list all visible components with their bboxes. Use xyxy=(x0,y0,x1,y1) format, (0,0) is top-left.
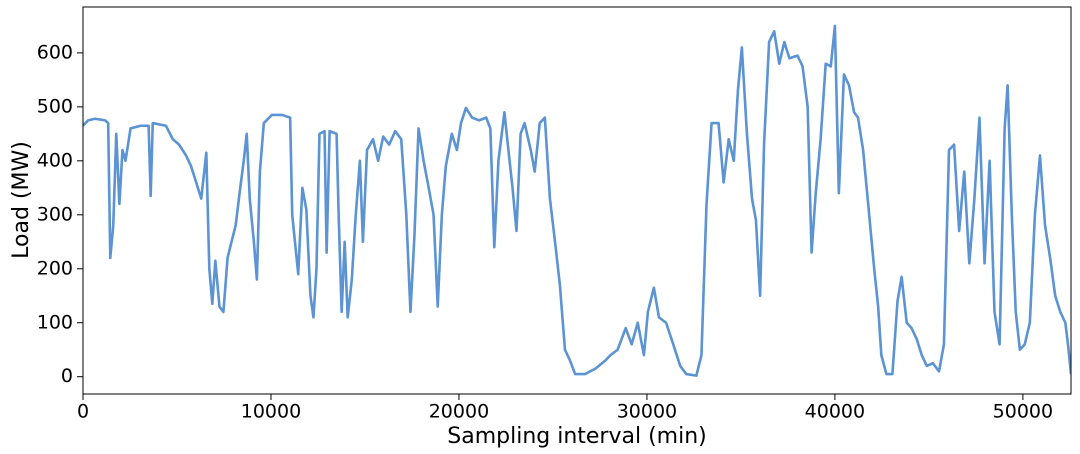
y-tick-label: 0 xyxy=(61,365,73,387)
x-tick-label: 10000 xyxy=(241,401,301,423)
y-tick-label: 400 xyxy=(37,149,73,171)
y-tick-label: 500 xyxy=(37,95,73,117)
plot-frame xyxy=(82,6,1072,395)
y-tick-label: 200 xyxy=(37,257,73,279)
y-axis-label: Load (MW) xyxy=(9,141,34,259)
x-tick-label: 0 xyxy=(77,401,89,423)
x-tick-label: 20000 xyxy=(429,401,489,423)
y-tick-label: 600 xyxy=(37,41,73,63)
y-tick-label: 100 xyxy=(37,311,73,333)
x-tick-label: 30000 xyxy=(617,401,677,423)
x-axis-label: Sampling interval (min) xyxy=(447,424,707,449)
y-tick-label: 300 xyxy=(37,203,73,225)
data-line xyxy=(83,24,1071,377)
x-tick-label: 40000 xyxy=(805,401,865,423)
x-tick-label: 50000 xyxy=(993,401,1053,423)
